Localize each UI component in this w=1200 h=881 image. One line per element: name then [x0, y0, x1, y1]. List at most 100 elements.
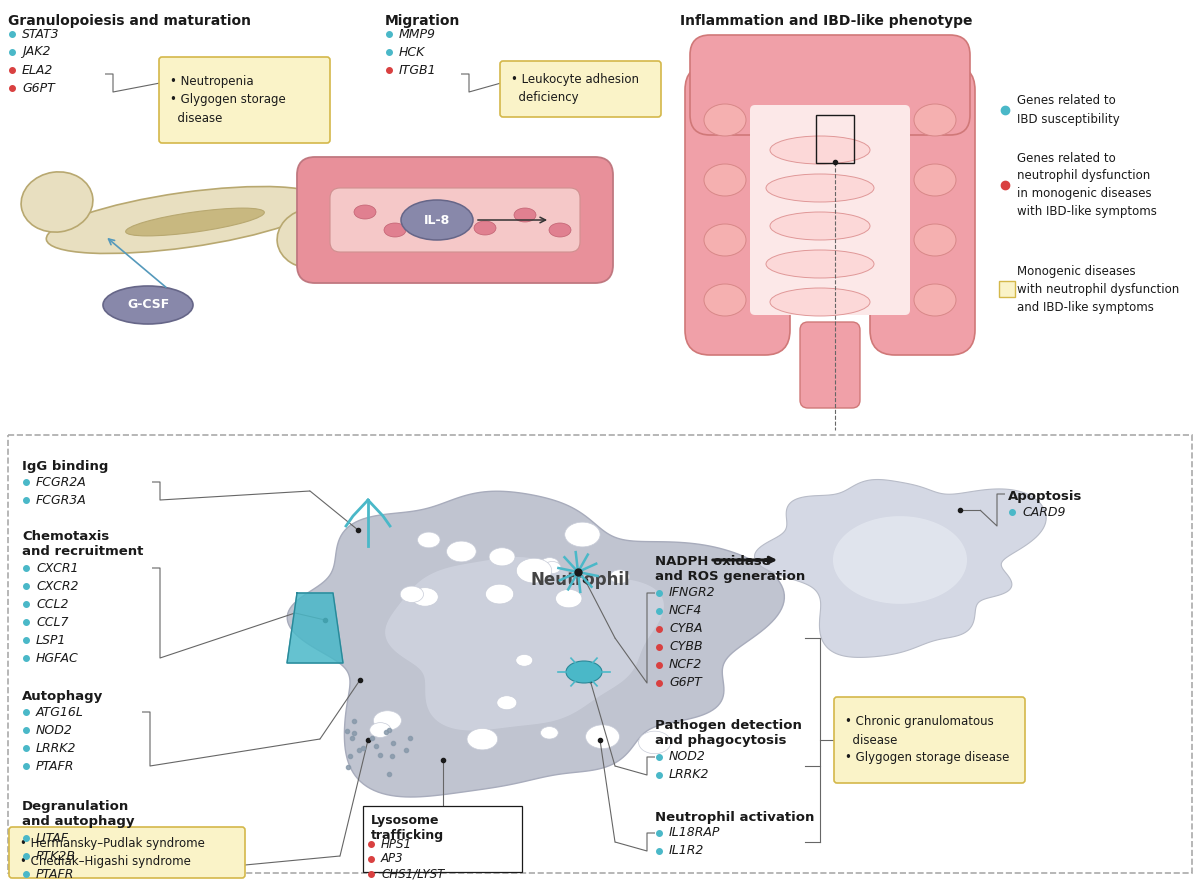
Text: NOD2: NOD2 — [36, 723, 73, 737]
FancyBboxPatch shape — [870, 65, 974, 355]
Ellipse shape — [516, 655, 533, 666]
Text: Lysosome
trafficking: Lysosome trafficking — [371, 814, 444, 842]
Ellipse shape — [467, 729, 498, 750]
Text: CYBB: CYBB — [670, 640, 703, 654]
Text: HGFAC: HGFAC — [36, 652, 79, 664]
Ellipse shape — [610, 570, 630, 583]
Text: • Neutropenia
• Glygogen storage
  disease: • Neutropenia • Glygogen storage disease — [170, 76, 286, 124]
Text: G-CSF: G-CSF — [127, 299, 169, 312]
Ellipse shape — [514, 208, 536, 222]
Ellipse shape — [47, 187, 324, 254]
Polygon shape — [833, 516, 967, 603]
Ellipse shape — [914, 284, 956, 316]
Text: Degranulation
and autophagy: Degranulation and autophagy — [22, 800, 134, 828]
Ellipse shape — [497, 696, 517, 710]
Ellipse shape — [103, 286, 193, 324]
Ellipse shape — [914, 224, 956, 256]
Text: IFNGR2: IFNGR2 — [670, 587, 715, 599]
FancyBboxPatch shape — [298, 157, 613, 283]
Text: G6PT: G6PT — [22, 82, 55, 94]
Text: CXCR1: CXCR1 — [36, 561, 78, 574]
Text: NOD2: NOD2 — [670, 751, 706, 764]
Text: PTAFR: PTAFR — [36, 868, 74, 880]
Ellipse shape — [373, 711, 402, 730]
Ellipse shape — [704, 284, 746, 316]
Text: • Chronic granulomatous
  disease
• Glygogen storage disease: • Chronic granulomatous disease • Glygog… — [845, 715, 1009, 765]
Ellipse shape — [424, 201, 446, 215]
Text: LSP1: LSP1 — [36, 633, 66, 647]
Ellipse shape — [446, 541, 476, 562]
FancyBboxPatch shape — [750, 105, 910, 315]
Text: CARD9: CARD9 — [1022, 506, 1066, 519]
Text: LITAF: LITAF — [36, 832, 70, 845]
Text: CCL2: CCL2 — [36, 597, 68, 611]
Ellipse shape — [540, 727, 558, 739]
Ellipse shape — [126, 208, 264, 236]
Ellipse shape — [400, 586, 424, 603]
FancyBboxPatch shape — [364, 806, 522, 872]
Ellipse shape — [766, 250, 874, 278]
Ellipse shape — [770, 136, 870, 164]
Text: FCGR3A: FCGR3A — [36, 493, 86, 507]
Ellipse shape — [914, 164, 956, 196]
Text: Autophagy: Autophagy — [22, 690, 103, 703]
Text: STAT3: STAT3 — [22, 27, 60, 41]
Text: IL18RAP: IL18RAP — [670, 826, 720, 840]
Text: Migration: Migration — [385, 14, 461, 28]
Ellipse shape — [766, 174, 874, 202]
FancyBboxPatch shape — [690, 35, 970, 135]
FancyBboxPatch shape — [500, 61, 661, 117]
Text: CCL7: CCL7 — [36, 616, 68, 628]
FancyBboxPatch shape — [158, 57, 330, 143]
Text: HCK: HCK — [398, 46, 425, 58]
Ellipse shape — [566, 661, 602, 683]
Text: FCGR2A: FCGR2A — [36, 476, 86, 488]
Text: PTAFR: PTAFR — [36, 759, 74, 773]
Ellipse shape — [370, 722, 391, 737]
Text: Monogenic diseases
with neutrophil dysfunction
and IBD-like symptoms: Monogenic diseases with neutrophil dysfu… — [1018, 265, 1180, 315]
Ellipse shape — [540, 558, 559, 571]
FancyBboxPatch shape — [800, 322, 860, 408]
Ellipse shape — [550, 223, 571, 237]
Ellipse shape — [490, 548, 515, 566]
Text: ITGB1: ITGB1 — [398, 63, 437, 77]
Ellipse shape — [412, 588, 438, 606]
Text: CHS1/LYST: CHS1/LYST — [382, 868, 444, 880]
FancyBboxPatch shape — [8, 435, 1192, 873]
Ellipse shape — [22, 172, 92, 232]
Text: • Leukocyte adhesion
  deficiency: • Leukocyte adhesion deficiency — [511, 73, 640, 105]
Ellipse shape — [384, 223, 406, 237]
Text: Pathogen detection
and phagocytosis: Pathogen detection and phagocytosis — [655, 719, 802, 747]
Ellipse shape — [638, 731, 671, 754]
Text: NCF4: NCF4 — [670, 604, 702, 618]
Text: JAK2: JAK2 — [22, 46, 50, 58]
Ellipse shape — [704, 224, 746, 256]
Ellipse shape — [486, 584, 514, 604]
Text: PTK2B: PTK2B — [36, 849, 76, 862]
Bar — [816, 115, 854, 163]
Text: G6PT: G6PT — [670, 677, 702, 690]
Ellipse shape — [586, 725, 619, 749]
Text: Neutrophil activation: Neutrophil activation — [655, 811, 815, 824]
Text: LRRK2: LRRK2 — [36, 742, 77, 754]
Ellipse shape — [277, 208, 349, 268]
Text: AP3: AP3 — [382, 853, 403, 865]
Text: HPS1: HPS1 — [382, 838, 412, 850]
Text: CYBA: CYBA — [670, 623, 702, 635]
Text: IL1R2: IL1R2 — [670, 845, 704, 857]
Polygon shape — [287, 593, 343, 663]
Polygon shape — [755, 479, 1046, 657]
Ellipse shape — [914, 104, 956, 136]
Text: NCF2: NCF2 — [670, 658, 702, 671]
Ellipse shape — [544, 561, 560, 574]
Text: Apoptosis: Apoptosis — [1008, 490, 1082, 503]
FancyBboxPatch shape — [685, 65, 790, 355]
FancyBboxPatch shape — [998, 281, 1015, 297]
Ellipse shape — [704, 104, 746, 136]
Text: ELA2: ELA2 — [22, 63, 53, 77]
Text: Granulopoiesis and maturation: Granulopoiesis and maturation — [8, 14, 251, 28]
Ellipse shape — [516, 559, 552, 583]
Polygon shape — [287, 492, 785, 797]
Text: MMP9: MMP9 — [398, 27, 436, 41]
FancyBboxPatch shape — [834, 697, 1025, 783]
